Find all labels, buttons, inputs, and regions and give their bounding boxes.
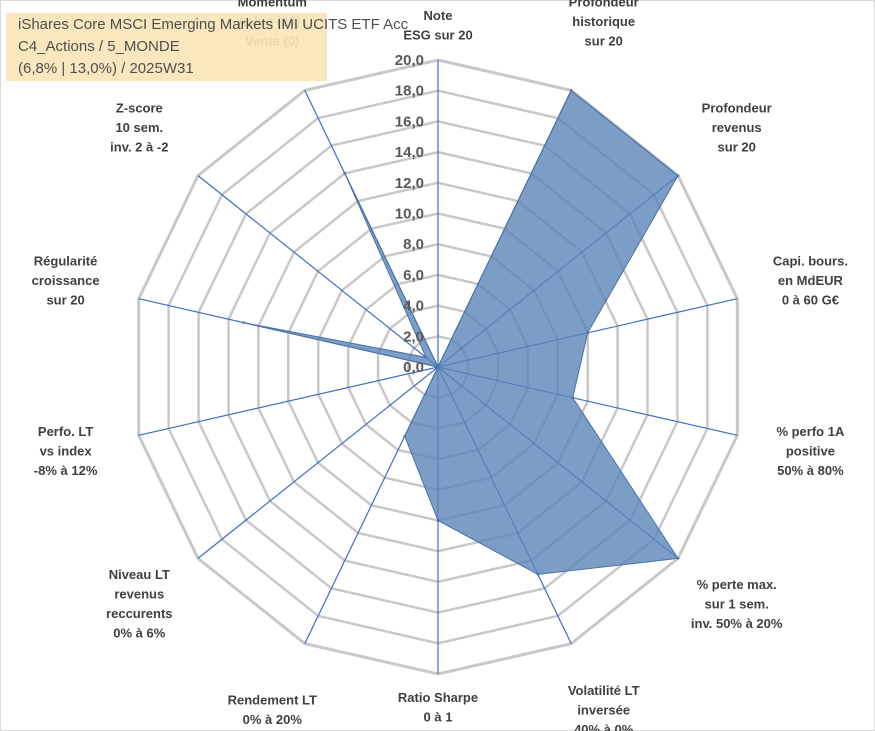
axis-label: en MdEUR xyxy=(778,273,844,288)
data-point xyxy=(436,365,440,369)
tick-label: 18,0 xyxy=(395,83,424,100)
axis-label: -8% à 12% xyxy=(34,463,98,478)
axis-label: Profondeur xyxy=(569,0,639,10)
data-point xyxy=(424,355,428,359)
axis-label: % perfo 1A xyxy=(776,424,845,439)
chart-title: iShares Core MSCI Emerging Markets IMI U… xyxy=(18,16,409,33)
tick-label: 20,0 xyxy=(395,52,424,69)
axis-label: Profondeur xyxy=(702,101,772,116)
axis-labels: Note ESG sur 20 Profondeur historique sur 20… xyxy=(32,0,848,731)
axis-label: Perfo. LT xyxy=(38,424,93,439)
tick-label: 2,0 xyxy=(403,328,424,345)
data-point xyxy=(571,396,575,400)
axis-label: 0 à 60 G€ xyxy=(782,293,839,308)
data-point xyxy=(436,519,440,522)
axis-label: Volatilité LT xyxy=(568,683,640,698)
axis-label: 50% à 80% xyxy=(777,463,844,478)
tick-label: 12,0 xyxy=(395,175,424,192)
series-area xyxy=(243,89,679,575)
axis-label: inv. 2 à -2 xyxy=(110,140,168,155)
axis-label: Rendement LT xyxy=(228,693,317,708)
axis-label: % perte max. xyxy=(697,577,777,592)
tick-label: 14,0 xyxy=(395,144,424,161)
axis-label: Régularité xyxy=(34,254,98,269)
axis-spoke xyxy=(197,175,439,368)
axis-label: sur 20 xyxy=(46,293,84,308)
data-point xyxy=(536,572,540,576)
axis-label: sur 1 sem. xyxy=(705,596,769,611)
radar-series xyxy=(242,88,680,576)
axis-label: revenus xyxy=(114,587,164,602)
chart-subtitle-period: (6,8% | 13,0%) / 2025W31 xyxy=(18,60,194,77)
axis-label: historique xyxy=(572,14,635,29)
axis-spoke xyxy=(197,366,439,559)
chart-subtitle-category: C4_Actions / 5_MONDE xyxy=(18,38,180,55)
tick-label: 6,0 xyxy=(403,267,424,284)
axis-label: inv. 50% à 20% xyxy=(691,616,783,631)
data-point xyxy=(676,556,680,560)
axis-label: inversée xyxy=(577,702,630,717)
tick-label: 8,0 xyxy=(403,236,424,253)
axis-label: 40% à 0% xyxy=(574,722,634,731)
data-point xyxy=(676,174,680,178)
chart-title-box: iShares Core MSCI Emerging Markets IMI U… xyxy=(6,13,408,81)
axis-label: 10 sem. xyxy=(115,120,163,135)
axis-label: 0% à 20% xyxy=(243,712,303,727)
axis-label: Capi. bours. xyxy=(773,254,848,269)
axis-label: vs index xyxy=(40,443,93,458)
data-point xyxy=(569,88,573,92)
axis-label: sur 20 xyxy=(585,34,623,49)
data-point xyxy=(403,434,407,438)
axis-label: revenus xyxy=(712,120,762,135)
axis-label: Ratio Sharpe xyxy=(398,690,478,705)
axis-label: Note xyxy=(424,8,453,23)
axis-label: Z-score xyxy=(116,101,163,116)
axis-label: Niveau LT xyxy=(109,567,170,582)
data-point xyxy=(343,171,347,175)
radial-tick-labels: 0,0 2,0 4,0 6,0 8,0 10,0 12,0 14,0 16,0 18,0 20,0 xyxy=(395,52,424,376)
axis-label: 0 à 1 xyxy=(424,710,453,725)
tick-label: 10,0 xyxy=(395,206,424,223)
tick-label: 0,0 xyxy=(403,359,424,376)
axis-label: sur 20 xyxy=(718,140,756,155)
axis-label: 0% à 6% xyxy=(113,626,165,641)
axis-label: ESG sur 20 xyxy=(403,28,472,43)
tick-label: 4,0 xyxy=(403,298,424,315)
axis-label: croissance xyxy=(32,273,100,288)
data-point xyxy=(242,321,245,325)
axis-label: Momentum xyxy=(238,0,307,10)
axis-label: positive xyxy=(786,443,835,458)
data-point xyxy=(586,331,590,335)
tick-label: 16,0 xyxy=(395,113,424,130)
axis-spoke xyxy=(138,366,439,436)
axis-label: reccurents xyxy=(106,606,172,621)
